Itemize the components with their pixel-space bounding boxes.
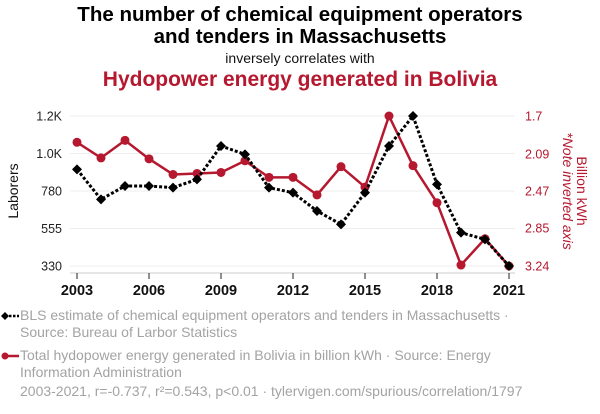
chart-second-title: Hydopower energy generated in Bolivia	[102, 68, 498, 91]
x-tick-label: 2018	[421, 283, 453, 299]
data-point-laborers	[96, 194, 106, 205]
data-point-hydropower	[288, 172, 298, 182]
data-point-hydropower	[408, 161, 418, 171]
data-point-laborers	[120, 181, 130, 191]
data-point-laborers	[360, 187, 370, 198]
y-left-tick-label: 780	[41, 185, 62, 199]
y-right-tick-label: 2.47	[525, 185, 549, 199]
legend-label-hydropower-line2: Information Administration	[20, 364, 182, 380]
data-point-laborers	[192, 174, 202, 185]
y-left-tick-label: 555	[41, 222, 62, 236]
chart-title-line2: and tenders in Massachusetts	[153, 25, 447, 48]
y-left-tick-label: 1.0K	[36, 147, 62, 161]
x-tick-label: 2021	[493, 283, 525, 299]
y-right-tick-label: 2.85	[525, 222, 549, 236]
data-point-laborers	[216, 141, 226, 151]
data-point-hydropower	[264, 172, 274, 182]
chart-title: The number of chemical equipment operato…	[0, 4, 600, 48]
series-laborers	[72, 111, 514, 271]
data-point-laborers	[456, 227, 466, 238]
data-point-hydropower	[72, 137, 82, 147]
data-point-hydropower	[336, 162, 346, 172]
y-left-tick-label: 1.2K	[36, 110, 62, 124]
chart-title-line1: The number of chemical equipment operato…	[77, 3, 523, 26]
data-point-laborers	[240, 149, 250, 160]
data-point-laborers	[72, 164, 82, 175]
data-point-hydropower	[120, 135, 130, 145]
x-tick-label: 2009	[205, 283, 237, 299]
data-point-hydropower	[168, 169, 178, 179]
legend-label-hydropower-line1: Total hydopower energy generated in Boli…	[20, 347, 491, 363]
data-point-laborers	[384, 141, 394, 151]
chart-plot: 330 555 780 1.0K 1.2K 1.7 2.09 2.47 2.85 3.24 20…	[5, 110, 590, 300]
y-axis-left: 330 555 780 1.0K 1.2K	[36, 110, 62, 274]
data-point-laborers	[504, 261, 514, 271]
x-tick-label: 2003	[61, 283, 93, 299]
x-tick-label: 2015	[349, 283, 381, 299]
y-axis-right: 1.7 2.09 2.47 2.85 3.24	[525, 110, 549, 274]
data-point-laborers	[264, 182, 274, 193]
data-point-laborers	[408, 111, 418, 121]
y-right-tick-label: 2.09	[525, 147, 549, 161]
footer-stats: 2003-2021, r=-0.737, r²=0.543, p<0.01 · …	[20, 383, 523, 399]
data-point-hydropower	[456, 260, 466, 270]
data-point-hydropower	[384, 111, 394, 121]
y-left-tick-label: 330	[41, 260, 62, 274]
data-point-hydropower	[432, 198, 442, 208]
y-axis-right-label: Billion kWh	[574, 156, 590, 225]
legend-label-laborers-line2: Source: Bureau of Larbor Statistics	[20, 324, 238, 340]
data-point-hydropower	[192, 168, 202, 178]
y-axis-right-note: *Note inverted axis	[560, 132, 576, 250]
data-point-laborers	[336, 219, 346, 230]
y-right-tick-label: 1.7	[525, 110, 542, 124]
data-point-hydropower	[96, 153, 106, 163]
data-point-laborers	[312, 206, 322, 216]
data-point-laborers	[288, 187, 298, 198]
chart-connector-text: inversely correlates with	[225, 50, 375, 66]
x-axis: 2003 2006 2009 2012 2015 2018 2021	[61, 272, 525, 299]
data-point-laborers	[144, 181, 154, 191]
y-axis-left-label: Laborers	[5, 163, 21, 218]
legend-label-laborers-line1: BLS estimate of chemical equipment opera…	[20, 307, 509, 323]
data-point-laborers	[480, 234, 490, 245]
series-hydropower	[72, 111, 514, 271]
x-tick-label: 2012	[277, 283, 309, 299]
y-right-tick-label: 3.24	[525, 260, 549, 274]
data-point-hydropower	[312, 190, 322, 200]
x-tick-label: 2006	[133, 283, 165, 299]
data-point-hydropower	[144, 154, 154, 164]
legend-marker-circle-line-icon	[1, 352, 19, 360]
legend-marker-dotted-diamond-icon	[1, 312, 19, 320]
data-point-laborers	[168, 182, 178, 193]
data-point-hydropower	[216, 167, 226, 177]
data-point-laborers	[432, 179, 442, 190]
